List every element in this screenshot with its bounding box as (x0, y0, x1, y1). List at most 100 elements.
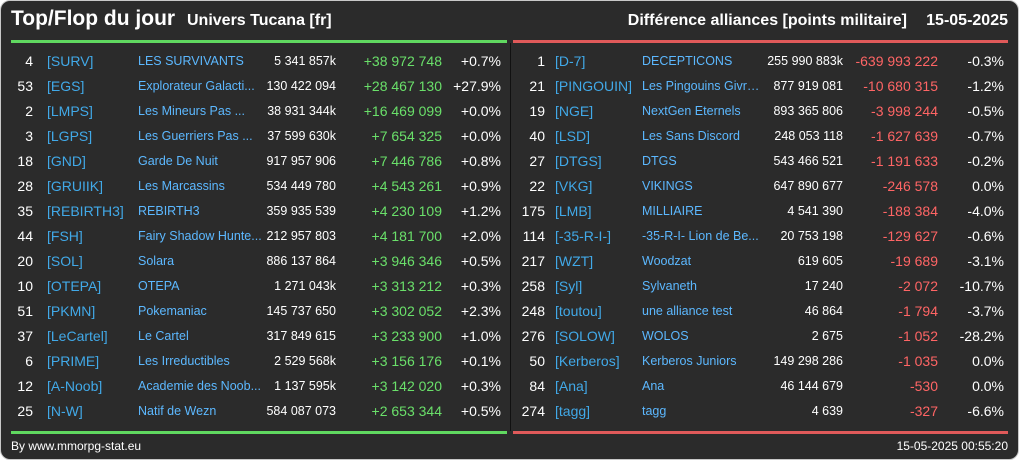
alliance-tag-link[interactable]: [-35-R-I-] (555, 228, 611, 244)
alliance-name-link[interactable]: DECEPTICONS (642, 54, 733, 68)
percent-change-cell: +0.5% (460, 403, 501, 419)
alliance-name-link[interactable]: une alliance test (642, 304, 733, 318)
alliance-tag-link[interactable]: [EGS] (47, 78, 85, 94)
alliance-name-link[interactable]: Pokemaniac (138, 304, 207, 318)
total-points-cell: 4 639 (811, 404, 843, 418)
points-difference-cell: -246 578 (882, 178, 938, 194)
alliance-tag-link[interactable]: [SOLOW] (555, 328, 615, 344)
alliance-tag-link[interactable]: [PINGOUIN] (555, 78, 633, 94)
alliance-tag-link[interactable]: [WZT] (555, 253, 594, 269)
alliance-name-link[interactable]: Fairy Shadow Hunte... (138, 229, 262, 243)
points-difference-cell: -188 384 (882, 203, 938, 219)
table-row: 28 [GRUIIK] Les Marcassins 534 449 780 +4 54… (11, 174, 507, 199)
alliance-tag-link[interactable]: [Syl] (555, 278, 583, 294)
alliance-name-link[interactable]: OTEPA (138, 279, 180, 293)
alliance-tag-link[interactable]: [LSD] (555, 128, 591, 144)
alliance-name-link[interactable]: Kerberos Juniors (642, 354, 737, 368)
alliance-tag-link[interactable]: [PRIME] (47, 353, 100, 369)
alliance-tag-link[interactable]: [VKG] (555, 178, 593, 194)
percent-change-cell: +0.8% (460, 153, 501, 169)
alliance-name-link[interactable]: Academie des Noob... (138, 379, 261, 393)
alliance-name-link[interactable]: Garde De Nuit (138, 154, 218, 168)
table-row: 35 [REBIRTH3] REBIRTH3 359 935 539 +4 230 10… (11, 199, 507, 224)
alliance-name-link[interactable]: VIKINGS (642, 179, 693, 193)
alliance-tag-link[interactable]: [tagg] (555, 403, 591, 419)
alliance-name-link[interactable]: Natif de Wezn (138, 404, 217, 418)
alliance-name-link[interactable]: WOLOS (642, 329, 689, 343)
total-points-cell: 46 864 (804, 304, 843, 318)
alliance-tag-link[interactable]: [LMPS] (47, 103, 93, 119)
table-row: 50 [Kerberos] Kerberos Juniors 149 298 286 -… (513, 349, 1008, 374)
table-row: 84 [Ana] Ana 46 144 679 -530 0.0% (513, 374, 1008, 399)
alliance-name-link[interactable]: Sylvaneth (642, 279, 697, 293)
points-difference-cell: +4 181 700 (371, 228, 442, 244)
points-difference-cell: -10 680 315 (863, 78, 938, 94)
percent-change-cell: +0.3% (460, 278, 501, 294)
points-difference-cell: +4 230 109 (371, 203, 442, 219)
points-difference-cell: +7 654 325 (371, 128, 442, 144)
table-row: 248 [toutou] une alliance test 46 864 -1 794… (513, 299, 1008, 324)
top-losers-table: 1 [D-7] DECEPTICONS 255 990 883k -639 993 22… (513, 49, 1008, 424)
alliance-tag-link[interactable]: [OTEPA] (47, 278, 102, 294)
alliance-name-link[interactable]: MILLIAIRE (642, 204, 703, 218)
total-points-cell: 584 087 073 (266, 404, 336, 418)
rank-cell: 51 (17, 303, 33, 319)
alliance-tag-link[interactable]: [N-W] (47, 403, 83, 419)
alliance-name-link[interactable]: Les Mineurs Pas ... (138, 104, 245, 118)
percent-change-cell: +0.5% (460, 253, 501, 269)
table-row: 18 [GND] Garde De Nuit 917 957 906 +7 446 78… (11, 149, 507, 174)
alliance-tag-link[interactable]: [DTGS] (555, 153, 602, 169)
alliance-tag-link[interactable]: [toutou] (555, 303, 602, 319)
alliance-name-link[interactable]: -35-R-I- Lion de Be... (642, 229, 759, 243)
alliance-name-link[interactable]: Les Marcassins (138, 179, 225, 193)
alliance-tag-link[interactable]: [SOL] (47, 253, 83, 269)
alliance-name-link[interactable]: REBIRTH3 (138, 204, 200, 218)
rank-cell: 175 (521, 203, 545, 219)
points-difference-cell: +38 972 748 (363, 53, 442, 69)
alliance-name-link[interactable]: DTGS (642, 154, 677, 168)
alliance-name-link[interactable]: tagg (642, 404, 667, 418)
points-difference-cell: +4 543 261 (371, 178, 442, 194)
alliance-name-link[interactable]: NextGen Eternels (642, 104, 741, 118)
alliance-tag-link[interactable]: [D-7] (555, 53, 586, 69)
alliance-name-link[interactable]: Solara (138, 254, 175, 268)
alliance-tag-link[interactable]: [FSH] (47, 228, 83, 244)
alliance-name-link[interactable]: Le Cartel (138, 329, 189, 343)
bottom-divider-green (11, 431, 507, 434)
total-points-cell: 534 449 780 (266, 179, 336, 193)
alliance-name-link[interactable]: Ana (642, 379, 665, 393)
stat-title: Différence alliances [points militaire] (627, 12, 907, 29)
alliance-tag-link[interactable]: [SURV] (47, 53, 94, 69)
alliance-name-link[interactable]: Explorateur Galacti... (138, 79, 255, 93)
alliance-tag-link[interactable]: [GND] (47, 153, 86, 169)
alliance-tag-link[interactable]: [PKMN] (47, 303, 96, 319)
percent-change-cell: -0.2% (967, 153, 1004, 169)
table-row: 53 [EGS] Explorateur Galacti... 130 422 094… (11, 74, 507, 99)
alliance-tag-link[interactable]: [GRUIIK] (47, 178, 104, 194)
table-row: 258 [Syl] Sylvaneth 17 240 -2 072 -10.7% (513, 274, 1008, 299)
alliance-name-link[interactable]: Les Guerriers Pas ... (138, 129, 253, 143)
alliance-tag-link[interactable]: [LeCartel] (47, 328, 108, 344)
table-row: 20 [SOL] Solara 886 137 864 +3 946 346 +0.5% (11, 249, 507, 274)
alliance-tag-link[interactable]: [LMB] (555, 203, 592, 219)
alliance-name-link[interactable]: Les Sans Discord (642, 129, 740, 143)
alliance-name-link[interactable]: Woodzat (642, 254, 692, 268)
alliance-name-link[interactable]: LES SURVIVANTS (138, 54, 244, 68)
source-link[interactable]: By www.mmorpg-stat.eu (11, 439, 142, 453)
rank-cell: 4 (25, 53, 33, 69)
rank-cell: 19 (529, 103, 545, 119)
total-points-cell: 886 137 864 (266, 254, 336, 268)
total-points-cell: 2 529 568k (274, 354, 336, 368)
alliance-name-link[interactable]: Les Irreductibles (138, 354, 230, 368)
rank-cell: 274 (521, 403, 545, 419)
alliance-tag-link[interactable]: [REBIRTH3] (47, 203, 124, 219)
alliance-name-link[interactable]: Les Pingouins Givre... (642, 79, 762, 93)
alliance-tag-link[interactable]: [NGE] (555, 103, 594, 119)
alliance-tag-link[interactable]: [Kerberos] (555, 353, 620, 369)
alliance-tag-link[interactable]: [LGPS] (47, 128, 93, 144)
points-difference-cell: +16 469 099 (363, 103, 442, 119)
alliance-tag-link[interactable]: [A-Noob] (47, 378, 103, 394)
alliance-tag-link[interactable]: [Ana] (555, 378, 588, 394)
total-points-cell: 248 053 118 (774, 129, 843, 143)
percent-change-cell: -0.3% (967, 53, 1004, 69)
